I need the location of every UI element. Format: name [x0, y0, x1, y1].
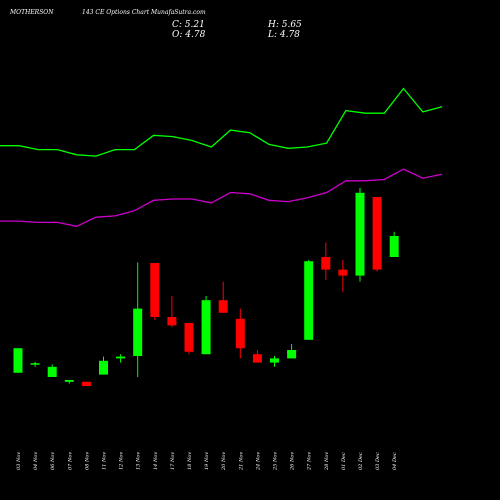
x-tick-label: 03 Nov — [16, 452, 22, 470]
lower-line — [0, 168, 443, 227]
x-tick-label: 11 Nov — [102, 452, 108, 470]
x-tick-label: 25 Nov — [273, 452, 279, 471]
candle-body — [184, 323, 194, 352]
x-tick-label: 04 Nov — [33, 452, 39, 470]
candle-body — [133, 308, 143, 356]
x-tick-label: 21 Nov — [238, 452, 244, 471]
indicator-lines — [0, 87, 443, 227]
x-tick-label: 13 Nov — [136, 452, 142, 470]
x-tick-label: 27 Nov — [307, 452, 313, 471]
candle — [372, 197, 382, 272]
candle-body — [116, 356, 126, 359]
candle — [304, 260, 314, 340]
candle-body — [167, 317, 177, 326]
x-axis-ticks: 03 Nov 04 Nov 06 Nov 07 Nov 08 Nov 11 Nov 12 N… — [16, 452, 398, 471]
x-tick-label: 07 Nov — [67, 452, 73, 470]
candle — [270, 356, 279, 367]
x-tick-label: 02 Dec — [358, 452, 364, 470]
candle-body — [150, 263, 160, 317]
candle — [13, 348, 23, 373]
x-tick-label: 03 Dec — [375, 452, 381, 470]
candle-body — [252, 354, 262, 363]
close-label: C: 5.21 — [172, 20, 205, 30]
candle — [389, 231, 399, 257]
candle — [201, 296, 211, 355]
candle — [252, 350, 262, 363]
candle — [218, 281, 228, 313]
x-tick-label: 12 Nov — [119, 452, 125, 470]
candle — [287, 344, 297, 359]
candle-body — [235, 318, 245, 349]
candle — [47, 364, 57, 377]
contract-label: 143 CE Options Chart MunafaSutra.com — [82, 9, 206, 16]
candle-body — [304, 261, 314, 340]
x-tick-label: 20 Nov — [221, 452, 227, 471]
contract-code: 143 CE — [82, 9, 105, 16]
x-tick-label: 01 Dec — [341, 452, 347, 470]
x-tick-label: 19 Nov — [204, 452, 210, 470]
candle-body — [372, 197, 382, 270]
x-tick-label: 06 Nov — [50, 452, 56, 470]
candle — [167, 296, 177, 328]
candles — [13, 188, 399, 386]
candle-body — [338, 269, 348, 276]
candle-body — [270, 358, 279, 363]
candle-body — [218, 300, 228, 313]
low-label: L: 4.78 — [268, 30, 300, 40]
open-label: O: 4.78 — [172, 30, 206, 40]
chart-subtitle: Options Chart MunafaSutra.com — [106, 9, 206, 16]
x-tick-label: 08 Nov — [84, 452, 90, 470]
candle — [235, 308, 245, 359]
x-tick-label: 28 Nov — [324, 452, 330, 471]
x-tick-label: 14 Nov — [153, 452, 159, 470]
candle-body — [321, 257, 331, 270]
candle — [184, 323, 194, 355]
upper-line — [0, 87, 443, 157]
candle — [116, 354, 126, 363]
candle-body — [47, 366, 57, 377]
candle — [338, 260, 348, 292]
x-tick-label: 26 Nov — [290, 452, 296, 471]
candle — [99, 356, 108, 375]
candle — [30, 362, 40, 367]
candle-body — [99, 360, 108, 375]
candle — [81, 381, 91, 386]
x-tick-label: 18 Nov — [187, 452, 193, 470]
candle-body — [287, 350, 297, 359]
candle — [321, 242, 331, 280]
x-tick-label: 04 Dec — [392, 452, 398, 470]
candle-body — [81, 381, 91, 386]
candle-body — [64, 380, 74, 382]
candle-body — [389, 236, 399, 257]
candle-body — [30, 363, 40, 365]
candle — [150, 263, 160, 320]
candle-body — [13, 348, 23, 373]
candle-body — [355, 192, 365, 276]
candle — [64, 380, 74, 384]
symbol-label: MOTHERSON — [10, 9, 54, 16]
candle — [355, 188, 365, 282]
x-tick-label: 17 Nov — [170, 452, 176, 470]
high-label: H: 5.65 — [268, 20, 302, 30]
candle — [133, 262, 143, 377]
candle-body — [201, 300, 211, 355]
x-tick-label: 24 Nov — [255, 452, 261, 471]
